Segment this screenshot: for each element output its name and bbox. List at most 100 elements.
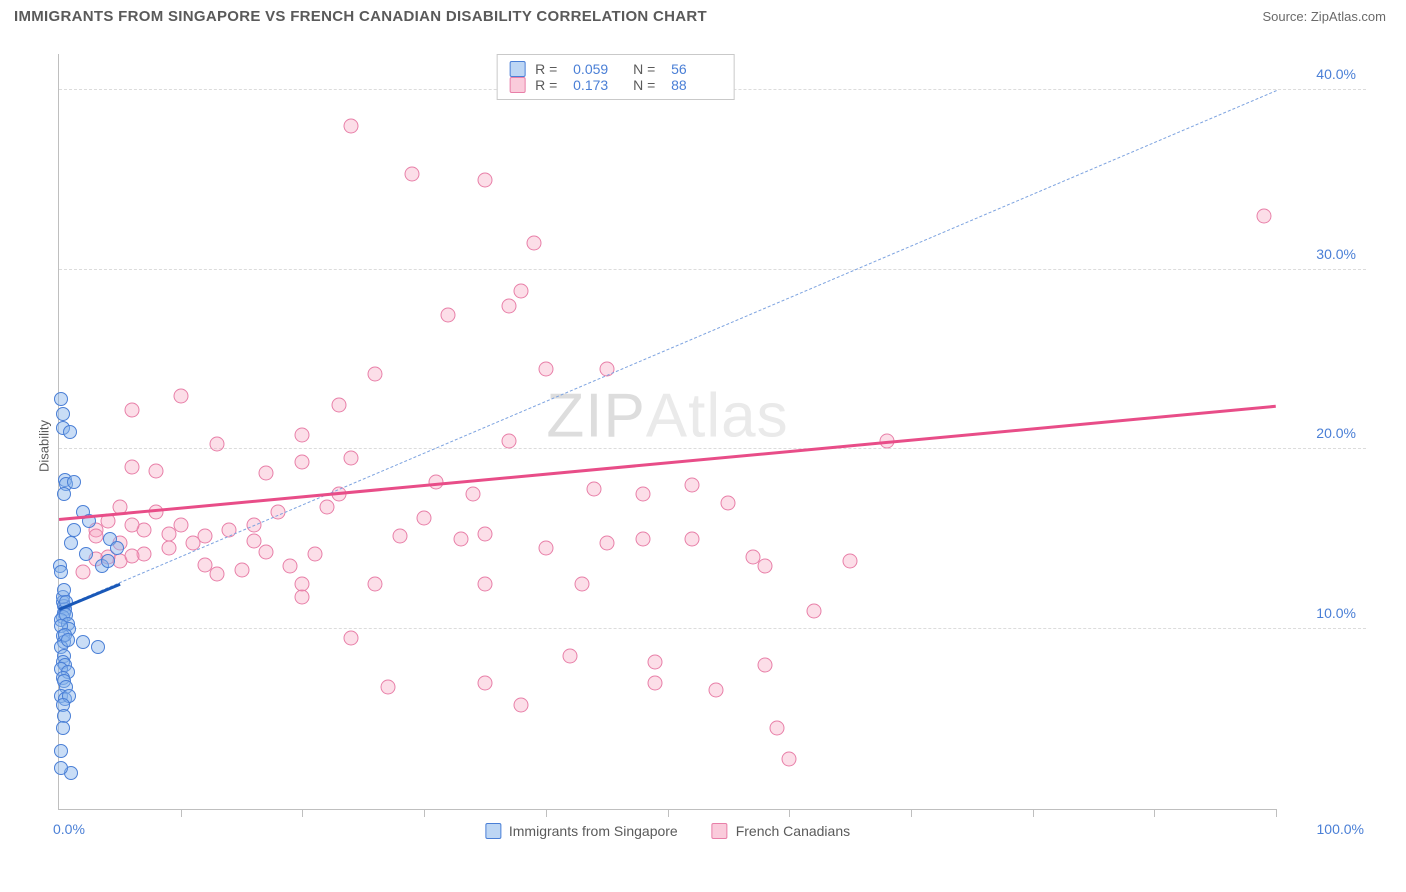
n-label: N = <box>633 61 661 77</box>
scatter-point <box>344 118 359 133</box>
legend-swatch-pink <box>712 823 728 839</box>
scatter-point <box>344 451 359 466</box>
scatter-point <box>502 433 517 448</box>
scatter-point <box>648 654 663 669</box>
scatter-point <box>125 402 140 417</box>
legend-item-blue: Immigrants from Singapore <box>485 823 678 839</box>
chart-title: IMMIGRANTS FROM SINGAPORE VS FRENCH CANA… <box>14 8 707 25</box>
scatter-point <box>173 388 188 403</box>
scatter-point <box>563 649 578 664</box>
scatter-point <box>76 564 91 579</box>
scatter-point <box>368 577 383 592</box>
x-tick <box>546 809 547 817</box>
scatter-point <box>368 366 383 381</box>
scatter-point <box>110 541 124 555</box>
source-label: Source: <box>1262 9 1310 24</box>
scatter-point <box>477 577 492 592</box>
scatter-point <box>526 235 541 250</box>
x-tick <box>911 809 912 817</box>
scatter-point <box>770 721 785 736</box>
scatter-point <box>757 559 772 574</box>
scatter-point <box>61 633 75 647</box>
scatter-point <box>745 550 760 565</box>
scatter-point <box>210 566 225 581</box>
scatter-point <box>538 361 553 376</box>
scatter-plot: ZIPAtlas R = 0.059 N = 56 R = 0.173 N = … <box>58 54 1276 810</box>
scatter-point <box>91 640 105 654</box>
watermark: ZIPAtlas <box>546 381 788 452</box>
scatter-point <box>161 541 176 556</box>
scatter-point <box>54 761 68 775</box>
y-tick-label: 40.0% <box>1316 66 1356 82</box>
r-value-pink: 0.173 <box>573 77 623 93</box>
scatter-point <box>782 751 797 766</box>
scatter-point <box>648 676 663 691</box>
scatter-point <box>76 635 90 649</box>
scatter-point <box>319 500 334 515</box>
chart-area: Disability ZIPAtlas R = 0.059 N = 56 R =… <box>40 42 1366 850</box>
scatter-point <box>684 478 699 493</box>
scatter-point <box>258 465 273 480</box>
scatter-point <box>709 683 724 698</box>
watermark-b: Atlas <box>646 382 789 451</box>
scatter-point <box>88 528 103 543</box>
scatter-point <box>538 541 553 556</box>
scatter-point <box>258 544 273 559</box>
scatter-point <box>757 658 772 673</box>
scatter-point <box>684 532 699 547</box>
scatter-point <box>502 298 517 313</box>
gridline-h <box>59 269 1366 270</box>
x-max-label: 100.0% <box>1317 821 1364 837</box>
x-tick <box>1276 809 1277 817</box>
scatter-point <box>56 407 70 421</box>
scatter-point <box>125 460 140 475</box>
n-value-pink: 88 <box>671 77 721 93</box>
scatter-point <box>806 604 821 619</box>
scatter-point <box>63 425 77 439</box>
x-min-label: 0.0% <box>53 821 85 837</box>
scatter-point <box>283 559 298 574</box>
scatter-point <box>307 546 322 561</box>
scatter-point <box>344 631 359 646</box>
diagonal-line <box>59 90 1276 609</box>
scatter-point <box>417 510 432 525</box>
scatter-point <box>125 548 140 563</box>
scatter-point <box>149 505 164 520</box>
legend-stats: R = 0.059 N = 56 R = 0.173 N = 88 <box>496 54 734 100</box>
y-tick-label: 30.0% <box>1316 246 1356 262</box>
n-value-blue: 56 <box>671 61 721 77</box>
scatter-point <box>404 167 419 182</box>
scatter-point <box>56 721 70 735</box>
r-label: R = <box>535 77 563 93</box>
gridline-h <box>59 628 1366 629</box>
legend-label-blue: Immigrants from Singapore <box>509 823 678 839</box>
x-tick <box>181 809 182 817</box>
x-tick <box>424 809 425 817</box>
scatter-point <box>149 464 164 479</box>
watermark-a: ZIP <box>546 382 645 451</box>
scatter-point <box>1256 208 1271 223</box>
scatter-point <box>101 554 115 568</box>
scatter-point <box>514 697 529 712</box>
y-axis-label: Disability <box>37 420 52 472</box>
scatter-point <box>67 523 81 537</box>
scatter-point <box>331 397 346 412</box>
x-tick <box>1154 809 1155 817</box>
scatter-point <box>210 437 225 452</box>
scatter-point <box>441 307 456 322</box>
scatter-point <box>57 487 71 501</box>
legend-swatch-blue <box>509 61 525 77</box>
r-value-blue: 0.059 <box>573 61 623 77</box>
x-tick <box>789 809 790 817</box>
legend-series: Immigrants from Singapore French Canadia… <box>485 823 850 839</box>
x-tick <box>1033 809 1034 817</box>
scatter-point <box>392 528 407 543</box>
source-name: ZipAtlas.com <box>1311 9 1386 24</box>
gridline-h <box>59 448 1366 449</box>
n-label: N = <box>633 77 661 93</box>
scatter-point <box>64 536 78 550</box>
scatter-point <box>173 517 188 532</box>
header-bar: IMMIGRANTS FROM SINGAPORE VS FRENCH CANA… <box>0 0 1406 33</box>
legend-label-pink: French Canadians <box>736 823 850 839</box>
scatter-point <box>465 487 480 502</box>
